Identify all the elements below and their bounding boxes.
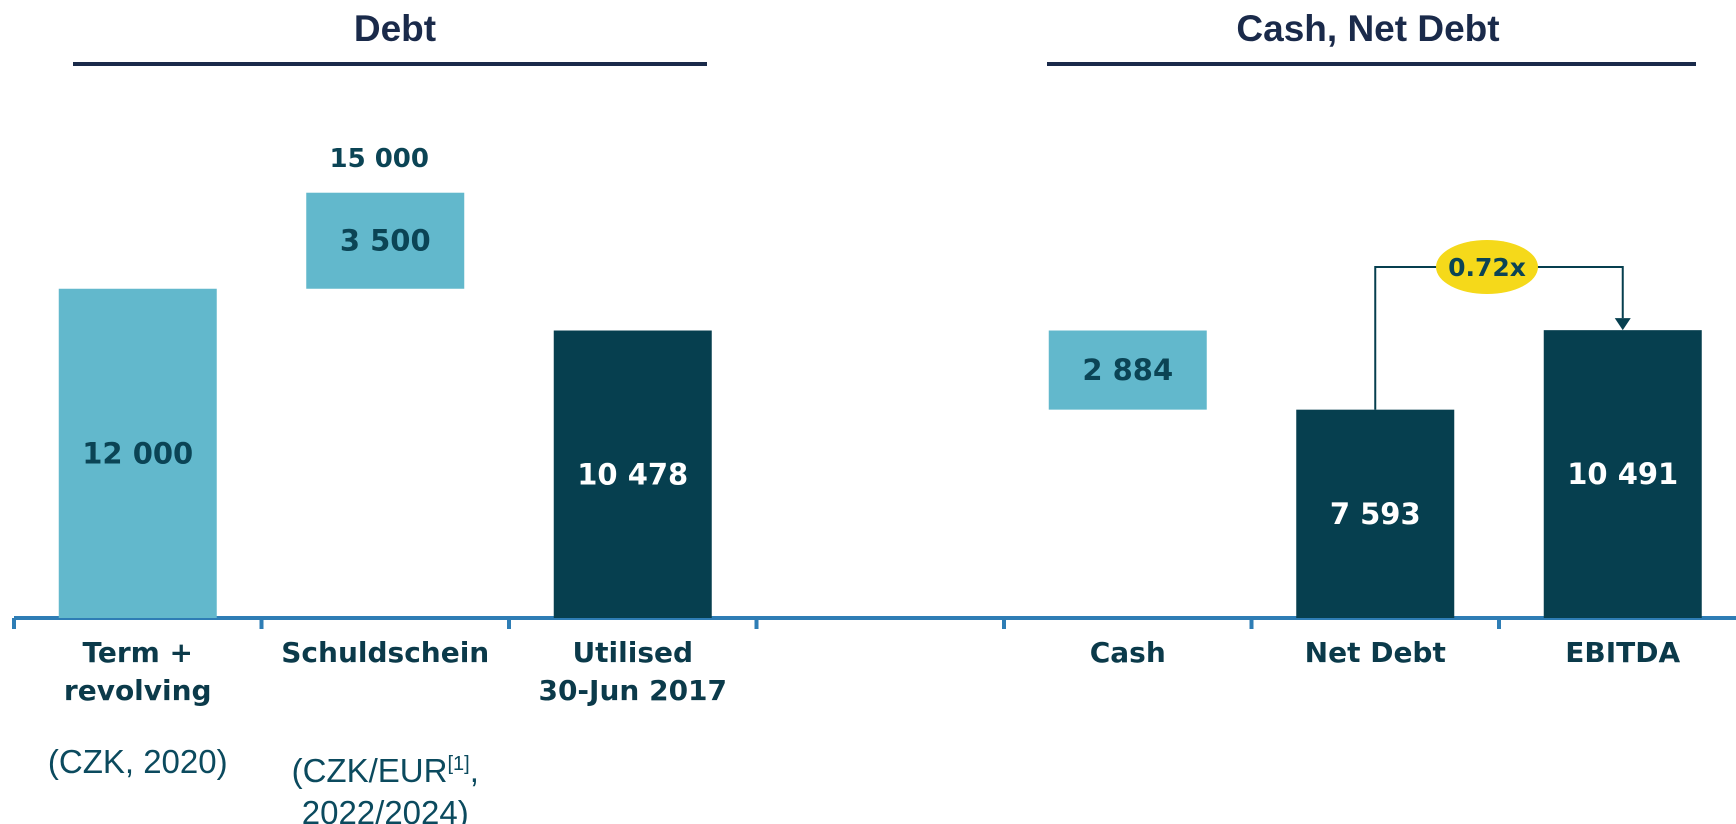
x-tick-label: Utilised 30-Jun 2017 <box>538 636 728 707</box>
x-tick-label: EBITDA <box>1565 636 1681 669</box>
note-text: (CZK/EUR <box>291 752 448 789</box>
bar <box>58 288 217 618</box>
bar <box>1296 409 1455 618</box>
bar <box>1543 330 1702 618</box>
footnote-mark: [1] <box>447 753 470 775</box>
x-tick-label: Net Debt <box>1304 636 1446 669</box>
section-title: Debt <box>354 8 436 49</box>
ratio-arrowhead <box>1614 318 1631 331</box>
note-text: (CZK, 2020) <box>47 743 228 780</box>
value-label: 2 884 <box>1082 353 1173 387</box>
value-label: 3 500 <box>340 224 431 258</box>
bar <box>306 192 465 289</box>
ratio-badge <box>1436 240 1538 294</box>
total-label: 15 000 <box>329 144 429 174</box>
value-label: 7 593 <box>1330 497 1421 531</box>
category-note: (CZK, 2020) <box>8 741 268 783</box>
bar <box>553 330 712 618</box>
value-label: 12 000 <box>82 436 193 470</box>
section-title: Cash, Net Debt <box>1236 8 1499 49</box>
x-tick-label: Cash <box>1089 636 1166 669</box>
value-label: 10 478 <box>577 457 688 491</box>
ratio-label: 0.72x <box>1448 253 1526 282</box>
category-note: (CZK/EUR[1], 2022/2024) <box>255 743 515 824</box>
value-label: 10 491 <box>1567 457 1678 491</box>
x-tick-label: Term + revolving <box>63 636 212 707</box>
x-tick-label: Schuldschein <box>281 636 490 669</box>
bar <box>1048 330 1207 410</box>
note-text: , 2022/2024) <box>301 752 479 824</box>
